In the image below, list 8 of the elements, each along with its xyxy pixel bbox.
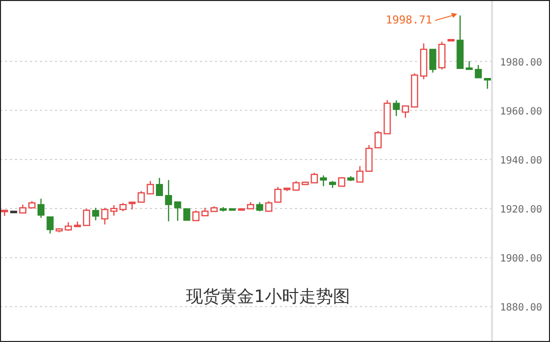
y-tick-label: 1980.00	[500, 57, 542, 68]
y-tick-label: 1960.00	[500, 106, 542, 118]
y-tick-label: 1900.00	[500, 254, 542, 265]
annotation: 1998.71	[386, 13, 432, 26]
text: 现货黄金1小时走势图	[186, 287, 350, 307]
y-tick-label: 1940.00	[500, 155, 542, 166]
y-tick-label: 1880.00	[500, 302, 542, 314]
y-tick-label: 1920.00	[500, 204, 542, 216]
